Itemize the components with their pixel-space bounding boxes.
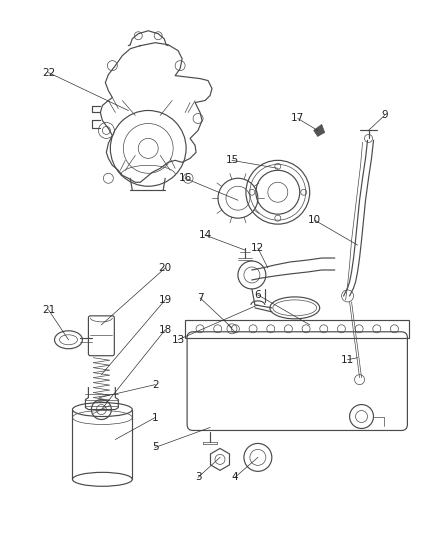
Text: 18: 18 — [159, 325, 172, 335]
Text: 22: 22 — [42, 68, 55, 78]
Polygon shape — [314, 124, 325, 136]
Text: 5: 5 — [152, 442, 159, 453]
Text: 20: 20 — [159, 263, 172, 273]
Text: 12: 12 — [251, 243, 265, 253]
Text: 3: 3 — [195, 472, 201, 482]
Text: 13: 13 — [172, 335, 185, 345]
Text: 1: 1 — [152, 413, 159, 423]
Text: 7: 7 — [197, 293, 203, 303]
Text: 4: 4 — [232, 472, 238, 482]
Text: 15: 15 — [225, 155, 239, 165]
Text: 16: 16 — [178, 173, 192, 183]
Text: 14: 14 — [198, 230, 212, 240]
Text: 21: 21 — [42, 305, 55, 315]
Text: 19: 19 — [159, 295, 172, 305]
Text: 9: 9 — [381, 110, 388, 120]
Text: 17: 17 — [291, 114, 304, 124]
Text: 10: 10 — [308, 215, 321, 225]
Text: 2: 2 — [152, 379, 159, 390]
Text: 6: 6 — [254, 290, 261, 300]
Text: 11: 11 — [341, 354, 354, 365]
